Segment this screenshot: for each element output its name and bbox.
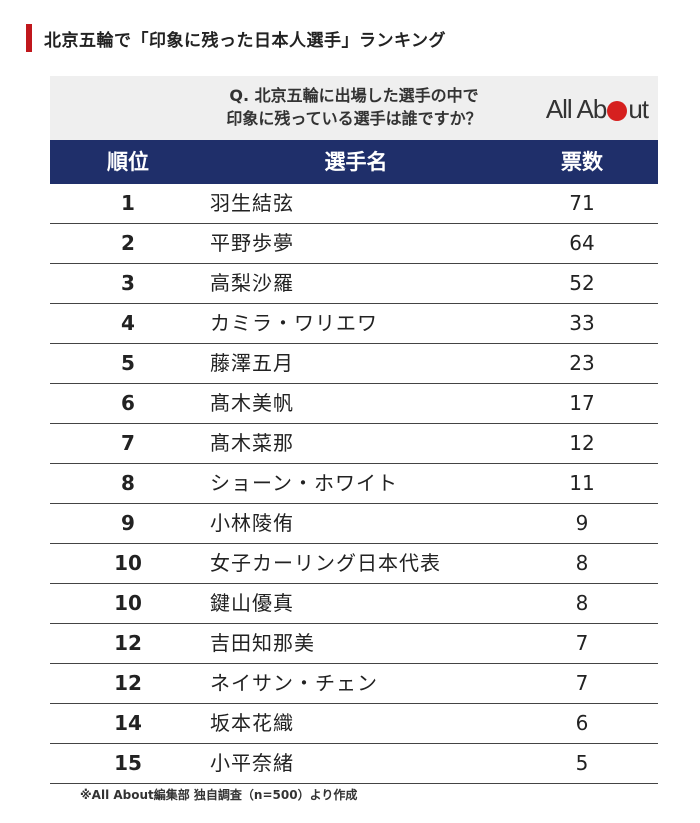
name-cell: 吉田知那美 <box>210 631 315 655</box>
logo-dot-icon <box>607 100 628 121</box>
votes-cell: 64 <box>569 231 595 255</box>
rank-cell: 15 <box>114 751 142 775</box>
table-row: 10 女子カーリング日本代表 8 <box>50 544 658 584</box>
name-cell: カミラ・ワリエワ <box>210 311 378 335</box>
rank-cell: 14 <box>114 711 142 735</box>
table-row: 6 髙木美帆 17 <box>50 384 658 424</box>
name-cell: ショーン・ホワイト <box>210 471 398 495</box>
allabout-logo: All Ab ut <box>545 94 649 125</box>
votes-cell: 71 <box>569 191 595 215</box>
table-row: 4 カミラ・ワリエワ 33 <box>50 304 658 344</box>
table-row: 10 鍵山優真 8 <box>50 584 658 624</box>
name-cell: 藤澤五月 <box>210 351 294 375</box>
votes-cell: 7 <box>575 631 589 655</box>
rank-cell: 7 <box>121 431 135 455</box>
name-cell: 女子カーリング日本代表 <box>210 551 441 575</box>
table-row: 12 ネイサン・チェン 7 <box>50 664 658 704</box>
votes-cell: 12 <box>569 431 595 455</box>
question-line-1: Q. 北京五輪に出場した選手の中で <box>229 86 479 105</box>
votes-cell: 6 <box>575 711 589 735</box>
page-heading: 北京五輪で「印象に残った日本人選手」ランキング <box>26 24 680 52</box>
rank-cell: 12 <box>114 671 142 695</box>
logo-text-right: ut <box>628 94 649 124</box>
votes-cell: 52 <box>569 271 595 295</box>
name-cell: 小平奈緒 <box>210 751 294 775</box>
rank-cell: 10 <box>114 551 142 575</box>
table-row: 15 小平奈緒 5 <box>50 744 658 784</box>
table-row: 5 藤澤五月 23 <box>50 344 658 384</box>
name-cell: 小林陵侑 <box>210 511 294 535</box>
question-box: Q. 北京五輪に出場した選手の中で 印象に残っている選手は誰ですか？ All A… <box>50 76 658 140</box>
name-cell: 坂本花織 <box>210 711 294 735</box>
votes-cell: 9 <box>575 511 589 535</box>
table-row: 8 ショーン・ホワイト 11 <box>50 464 658 504</box>
rank-cell: 4 <box>121 311 135 335</box>
votes-cell: 33 <box>569 311 595 335</box>
rank-cell: 8 <box>121 471 135 495</box>
votes-cell: 7 <box>575 671 589 695</box>
table-header: 順位 選手名 票数 <box>50 140 658 184</box>
rank-cell: 3 <box>121 271 135 295</box>
heading-text: 北京五輪で「印象に残った日本人選手」ランキング <box>44 30 446 51</box>
rank-cell: 10 <box>114 591 142 615</box>
table-row: 3 高梨沙羅 52 <box>50 264 658 304</box>
table-row: 2 平野歩夢 64 <box>50 224 658 264</box>
name-cell: 羽生結弦 <box>210 191 294 215</box>
table-body: 1 羽生結弦 71 2 平野歩夢 64 3 高梨沙羅 52 4 カミラ・ワリエワ 33 5 藤澤五月 23 6… <box>50 184 658 784</box>
name-cell: 高梨沙羅 <box>210 271 294 295</box>
name-cell: 髙木美帆 <box>210 391 294 415</box>
votes-cell: 17 <box>569 391 595 415</box>
footnote: ※All About編集部 独自調査（n=500）より作成 <box>80 788 358 802</box>
table-row: 12 吉田知那美 7 <box>50 624 658 664</box>
table-row: 9 小林陵侑 9 <box>50 504 658 544</box>
logo-text-left: All Ab <box>545 94 607 124</box>
votes-cell: 11 <box>569 471 595 495</box>
question-text: Q. 北京五輪に出場した選手の中で 印象に残っている選手は誰ですか？ <box>50 84 658 130</box>
name-cell: ネイサン・チェン <box>210 671 378 695</box>
name-cell: 鍵山優真 <box>210 591 294 615</box>
votes-cell: 8 <box>575 551 589 575</box>
question-line-2: 印象に残っている選手は誰ですか？ <box>226 109 482 128</box>
header-votes: 票数 <box>561 150 603 174</box>
votes-cell: 8 <box>575 591 589 615</box>
votes-cell: 5 <box>575 751 589 775</box>
table-row: 7 髙木菜那 12 <box>50 424 658 464</box>
rank-cell: 1 <box>121 191 135 215</box>
table-row: 1 羽生結弦 71 <box>50 184 658 224</box>
name-cell: 髙木菜那 <box>210 431 294 455</box>
rank-cell: 12 <box>114 631 142 655</box>
name-cell: 平野歩夢 <box>210 231 294 255</box>
ranking-card: Q. 北京五輪に出場した選手の中で 印象に残っている選手は誰ですか？ All A… <box>50 76 658 784</box>
rank-cell: 9 <box>121 511 135 535</box>
rank-cell: 2 <box>121 231 135 255</box>
heading-accent-bar <box>26 24 32 52</box>
table-row: 14 坂本花織 6 <box>50 704 658 744</box>
rank-cell: 5 <box>121 351 135 375</box>
votes-cell: 23 <box>569 351 595 375</box>
header-rank: 順位 <box>107 150 149 174</box>
header-name: 選手名 <box>324 150 388 174</box>
rank-cell: 6 <box>121 391 135 415</box>
